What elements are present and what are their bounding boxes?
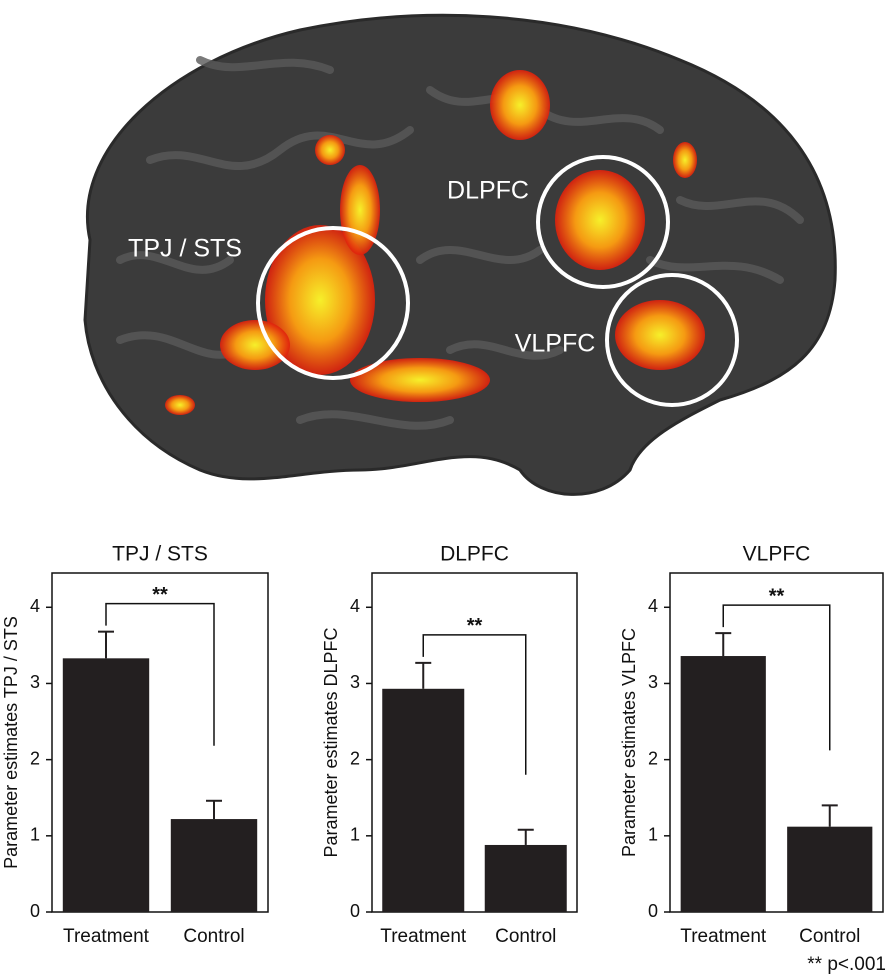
x-tick-label: Treatment [680, 926, 767, 947]
plot-frame [51, 572, 269, 913]
y-tick-label: 2 [350, 748, 360, 768]
significance-label: ** [467, 615, 483, 637]
region-label: VLPFC [515, 330, 596, 358]
y-tick-label: 4 [648, 596, 658, 616]
x-tick-label: Control [799, 926, 860, 947]
y-tick-label: 3 [350, 672, 360, 692]
significance-bracket [422, 634, 527, 775]
chart-title: VLPFC [743, 543, 811, 566]
y-tick-label: 0 [350, 901, 360, 921]
x-tick-label: Control [495, 926, 556, 947]
y-tick-label: 1 [648, 825, 658, 845]
y-tick-label: 4 [350, 596, 360, 616]
bar [62, 658, 150, 912]
chart-title: DLPFC [440, 543, 509, 566]
bar [382, 688, 465, 912]
significance-bracket [722, 604, 831, 751]
brain-image: TPJ / STS DLPFC VLPFC [83, 13, 837, 496]
bar [170, 819, 258, 912]
y-axis-label: Parameter estimates TPJ / STS [1, 616, 21, 869]
y-tick-label: 0 [30, 901, 40, 921]
bar [484, 844, 567, 912]
y-axis-label: Parameter estimates DLPFC [321, 627, 341, 857]
y-tick-label: 2 [30, 748, 40, 768]
plot-frame [669, 572, 884, 913]
region-label: TPJ / STS [128, 235, 242, 263]
significance-label: ** [152, 584, 168, 606]
y-tick-label: 3 [30, 672, 40, 692]
footnote: ** p<.001 [807, 954, 886, 975]
plot-frame [371, 572, 578, 913]
y-tick-label: 1 [30, 825, 40, 845]
y-tick-label: 2 [648, 748, 658, 768]
bar [787, 826, 873, 912]
significance-label: ** [769, 585, 785, 607]
chart-title: TPJ / STS [112, 543, 208, 566]
y-tick-label: 3 [648, 672, 658, 692]
activation [165, 70, 705, 415]
y-tick-label: 1 [350, 825, 360, 845]
y-tick-label: 4 [30, 596, 40, 616]
y-axis-label: Parameter estimates VLPFC [619, 628, 639, 857]
x-tick-label: Treatment [380, 926, 467, 947]
x-tick-label: Control [183, 926, 244, 947]
bar [680, 656, 766, 912]
region-label: DLPFC [447, 177, 529, 205]
y-tick-label: 0 [648, 901, 658, 921]
significance-bracket [105, 602, 215, 746]
x-tick-label: Treatment [63, 926, 150, 947]
